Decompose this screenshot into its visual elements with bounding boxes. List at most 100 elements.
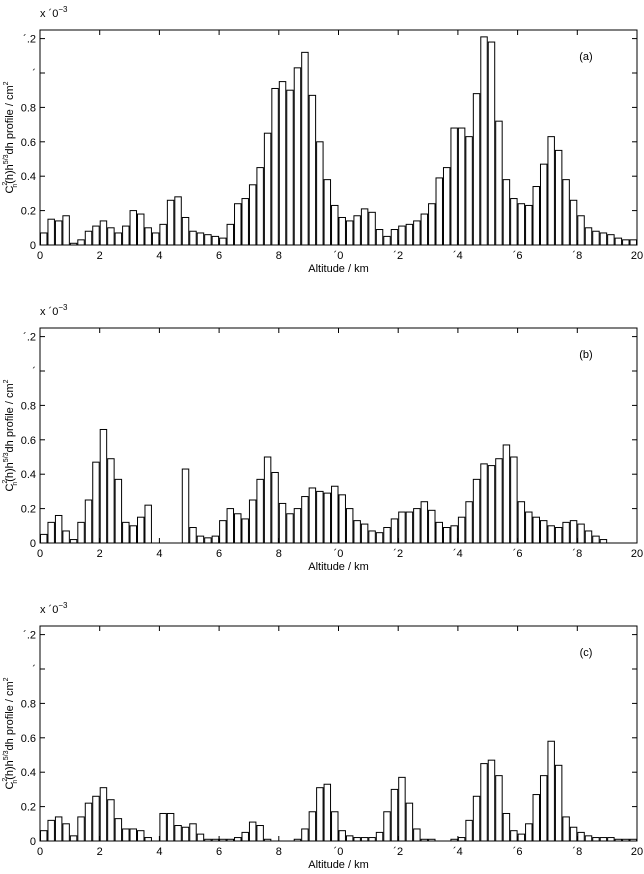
bar [211,235,220,246]
bar [480,763,488,842]
bar [323,179,332,246]
bar [129,525,138,544]
bar [584,530,593,544]
axes-box [39,625,638,842]
bar [428,509,436,544]
annotation: (a) [579,51,592,63]
bar [569,826,578,842]
bar [510,456,518,544]
x-tick-label: ´6 [513,548,523,560]
bar [442,167,451,246]
bar [248,184,257,246]
bar [256,825,264,842]
bar [286,89,294,246]
bar [323,783,332,842]
bar [99,428,108,544]
y-axis-label-part: n [12,780,19,784]
bar [189,230,197,246]
x-tick-label: 20 [631,548,643,560]
bar [248,821,257,842]
bar [562,816,570,842]
multiplier-base: x ´0 [40,8,58,20]
bar [122,828,130,842]
bar [107,227,115,246]
bar [487,759,496,842]
bar [84,499,93,544]
bar [204,537,212,544]
bar [47,819,55,842]
bar [40,533,48,544]
y-tick-label: 0 [30,836,36,848]
bar [84,802,93,842]
bar [435,177,443,246]
x-tick-label: ´4 [453,846,463,858]
bar [256,478,264,544]
bar [248,499,257,544]
y-axis-label: C2n(h)h5/3dh profile / cm2 [2,81,19,193]
bar [54,514,63,544]
bar [532,186,540,246]
y-axis-label-part: C [4,186,16,194]
bar [584,835,593,842]
bar [383,811,391,842]
bar [69,835,78,842]
bar [398,511,406,544]
y-axis-label-part: dh profile / cm [4,85,16,154]
bar [495,458,503,544]
bar [345,835,354,842]
bar [353,215,361,246]
bar [435,521,443,544]
y-tick-label: 0.6 [21,435,36,447]
bar [495,120,503,246]
bar [360,208,369,246]
bar [69,539,78,544]
bar [390,229,399,246]
annotation: (b) [579,349,592,361]
bar [99,787,108,842]
x-tick-label: ´0 [334,846,344,858]
bar [47,218,55,246]
x-tick-label: ´8 [572,846,582,858]
bar [219,237,227,246]
y-axis-label-part: dh profile / cm [4,383,16,452]
y-axis-label-part: (h)h [4,164,16,184]
bar [316,141,324,246]
bar [166,199,175,246]
bar [532,516,540,544]
x-tick-label: 2 [97,250,103,262]
bar [54,220,63,246]
bar [196,833,205,842]
bar [92,225,100,246]
bar [331,811,339,842]
bar [301,828,309,842]
bar [196,232,205,246]
bar [554,527,563,544]
bar [450,127,458,246]
bar [353,520,361,544]
bar [405,802,414,842]
bar [375,831,384,842]
bar [547,525,555,544]
bar [114,232,123,246]
y-tick-label: 0.4 [21,171,36,183]
bar [316,490,324,544]
y-axis-label-part: (h)h [4,462,16,482]
bar [241,198,249,246]
bar [301,51,309,246]
x-tick-label: ´0 [334,548,344,560]
bar [405,223,414,246]
x-tick-label: ´2 [393,548,403,560]
bar [159,223,167,246]
bar [345,508,354,544]
bar [62,530,70,544]
y-tick-label: 0.2 [21,504,36,516]
bar [592,535,600,544]
bar [472,93,481,246]
x-axis-label: Altitude / km [308,859,369,871]
bar [390,788,399,842]
y-tick-label: 0.6 [21,733,36,745]
bar [271,471,279,544]
bar [562,521,570,544]
y-tick-label: ´.2 [23,34,36,46]
bar [263,456,272,544]
